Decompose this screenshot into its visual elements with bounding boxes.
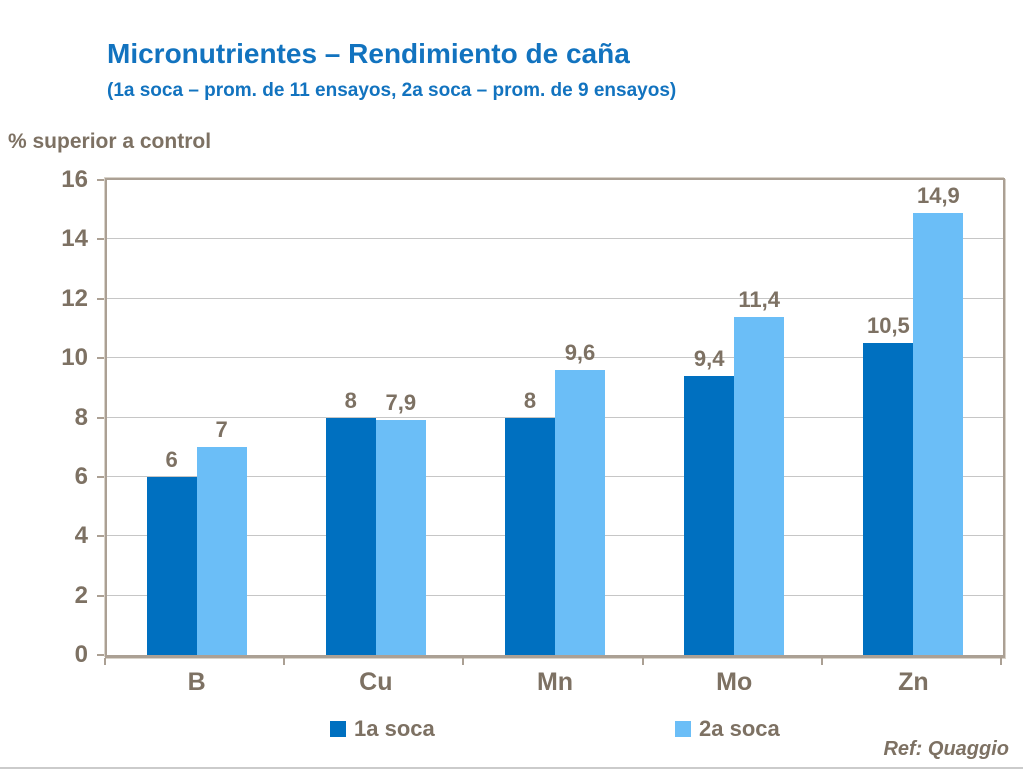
bar-value-1a-soca-Mo: 9,4 — [693, 345, 725, 371]
plot-area: 6 7 8 7,9 8 9,6 9,4 11,4 10,5 14,9 — [105, 178, 1005, 658]
legend-label-2: 2a soca — [699, 716, 780, 741]
footer-ref: Ref: Quaggio — [883, 738, 1009, 760]
bottom-divider — [0, 767, 1023, 769]
bar-2a-soca-Mo — [734, 316, 785, 655]
bar-value-2a-soca-Zn: 14,9 — [916, 182, 960, 208]
chart-subtitle: (1a soca – prom. de 11 ensayos, 2a soca … — [107, 80, 677, 101]
bar-1a-soca-Mo — [684, 375, 735, 655]
bar-value-1a-soca-B: 6 — [165, 446, 178, 472]
bar-value-1a-soca-Zn: 10,5 — [866, 313, 910, 339]
legend-label-1: 1a soca — [354, 716, 435, 741]
bar-2a-soca-Zn — [913, 212, 964, 655]
bar-group-Zn: 10,5 14,9 — [824, 180, 1003, 655]
y-axis-labels: 0 2 4 6 8 10 12 14 16 — [0, 166, 105, 668]
y-tick-mark-14 — [97, 238, 105, 241]
y-tick-label-10: 10 — [61, 344, 88, 372]
bar-value-2a-soca-Mo: 11,4 — [738, 286, 780, 312]
bar-2a-soca-Cu — [375, 420, 426, 655]
y-tick-mark-6 — [97, 475, 105, 478]
y-tick-mark-12 — [97, 297, 105, 300]
legend: 1a soca 2a soca — [0, 714, 1023, 744]
bar-2a-soca-Mn — [554, 370, 605, 655]
x-label-Mn: Mn — [536, 668, 574, 696]
bar-value-2a-soca-B: 7 — [215, 417, 228, 443]
y-tick-mark-0 — [97, 654, 105, 656]
x-label-B: B — [187, 668, 206, 696]
x-tick-mark-1 — [283, 658, 286, 665]
gridline-14 — [107, 238, 1003, 240]
y-tick-mark-10 — [97, 357, 105, 360]
y-tick-label-8: 8 — [74, 403, 88, 431]
x-tick-mark-0 — [104, 658, 106, 665]
x-label-Zn: Zn — [898, 668, 929, 696]
y-tick-mark-4 — [97, 535, 105, 538]
y-tick-label-14: 14 — [61, 225, 88, 253]
legend-item-1a-soca: 1a soca — [330, 718, 435, 740]
gridline-12 — [107, 297, 1003, 299]
legend-swatch-1 — [330, 721, 346, 737]
x-label-Cu: Cu — [359, 668, 393, 696]
gridline-10 — [107, 357, 1003, 359]
y-tick-label-2: 2 — [74, 581, 88, 609]
y-tick-label-4: 4 — [74, 522, 88, 550]
y-tick-label-12: 12 — [61, 284, 88, 312]
x-tick-mark-2 — [462, 658, 465, 665]
x-label-Mo: Mo — [716, 668, 753, 696]
bar-1a-soca-B — [146, 476, 197, 655]
y-tick-label-0: 0 — [74, 641, 88, 668]
chart-title: Micronutrientes – Rendimiento de caña — [107, 38, 630, 69]
bar-1a-soca-Cu — [325, 417, 376, 655]
bar-group-Mo: 9,4 11,4 — [645, 180, 824, 655]
y-tick-label-6: 6 — [74, 462, 88, 490]
legend-item-2a-soca: 2a soca — [675, 718, 780, 740]
bar-value-1a-soca-Cu: 8 — [344, 387, 357, 413]
bar-group-Mn: 8 9,6 — [465, 180, 644, 655]
y-axis-title: % superior a control — [8, 130, 212, 153]
x-axis-ticks — [0, 658, 1023, 666]
x-tick-mark-3 — [641, 658, 644, 665]
y-tick-mark-16 — [97, 179, 105, 181]
bar-value-2a-soca-Mn: 9,6 — [564, 340, 596, 365]
bar-value-1a-soca-Mn: 8 — [523, 387, 537, 413]
x-tick-mark-5 — [1000, 658, 1002, 665]
bar-value-2a-soca-Cu: 7,9 — [385, 390, 417, 416]
x-axis-labels: B Cu Mn Mo Zn — [107, 668, 1003, 697]
y-tick-label-16: 16 — [61, 166, 88, 193]
bar-2a-soca-B — [196, 447, 247, 655]
bar-1a-soca-Zn — [863, 343, 914, 655]
bar-group-Cu: 8 7,9 — [286, 180, 465, 655]
x-tick-mark-4 — [820, 658, 823, 665]
y-tick-mark-2 — [97, 594, 105, 597]
legend-swatch-2 — [675, 721, 691, 737]
y-tick-mark-8 — [97, 416, 105, 419]
bar-1a-soca-Mn — [504, 417, 555, 655]
